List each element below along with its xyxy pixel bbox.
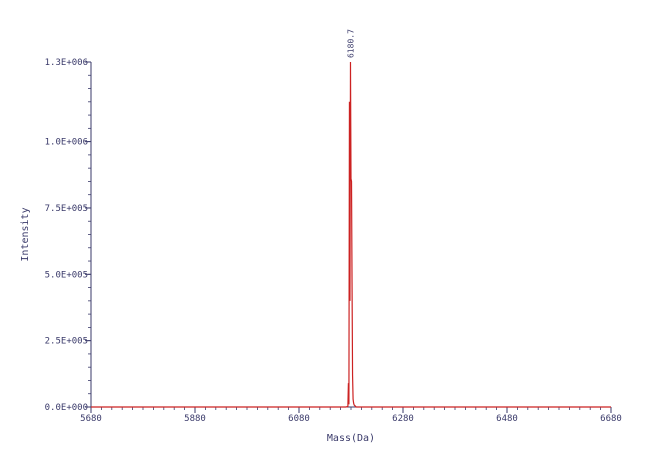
x-tick-label: 6680 — [600, 414, 622, 424]
y-tick-label: 5.0E+005 — [45, 270, 88, 280]
x-tick-label: 5880 — [184, 414, 206, 424]
y-axis-title: Intensity — [20, 207, 31, 261]
x-axis-title: Mass(Da) — [327, 433, 375, 444]
x-tick-label: 5680 — [80, 414, 102, 424]
labels: 0.0E+000 2.5E+005 5.0E+005 7.5E+005 1.0E+006… — [20, 29, 622, 444]
y-tick-label: 2.5E+005 — [45, 337, 88, 347]
x-tick-label: 6080 — [288, 414, 310, 424]
y-tick-label: 0.0E+000 — [45, 403, 88, 413]
y-tick-label: 7.5E+005 — [45, 204, 88, 214]
series-layer — [91, 61, 611, 408]
x-tick-label: 6480 — [496, 414, 518, 424]
y-tick-label: 1.3E+006 — [45, 58, 88, 68]
spectrum-line — [91, 61, 611, 408]
peak-label: 6180.7 — [346, 29, 355, 58]
ticks — [85, 61, 612, 413]
x-tick-label: 6280 — [392, 414, 414, 424]
y-tick-label: 1.0E+006 — [45, 138, 88, 148]
